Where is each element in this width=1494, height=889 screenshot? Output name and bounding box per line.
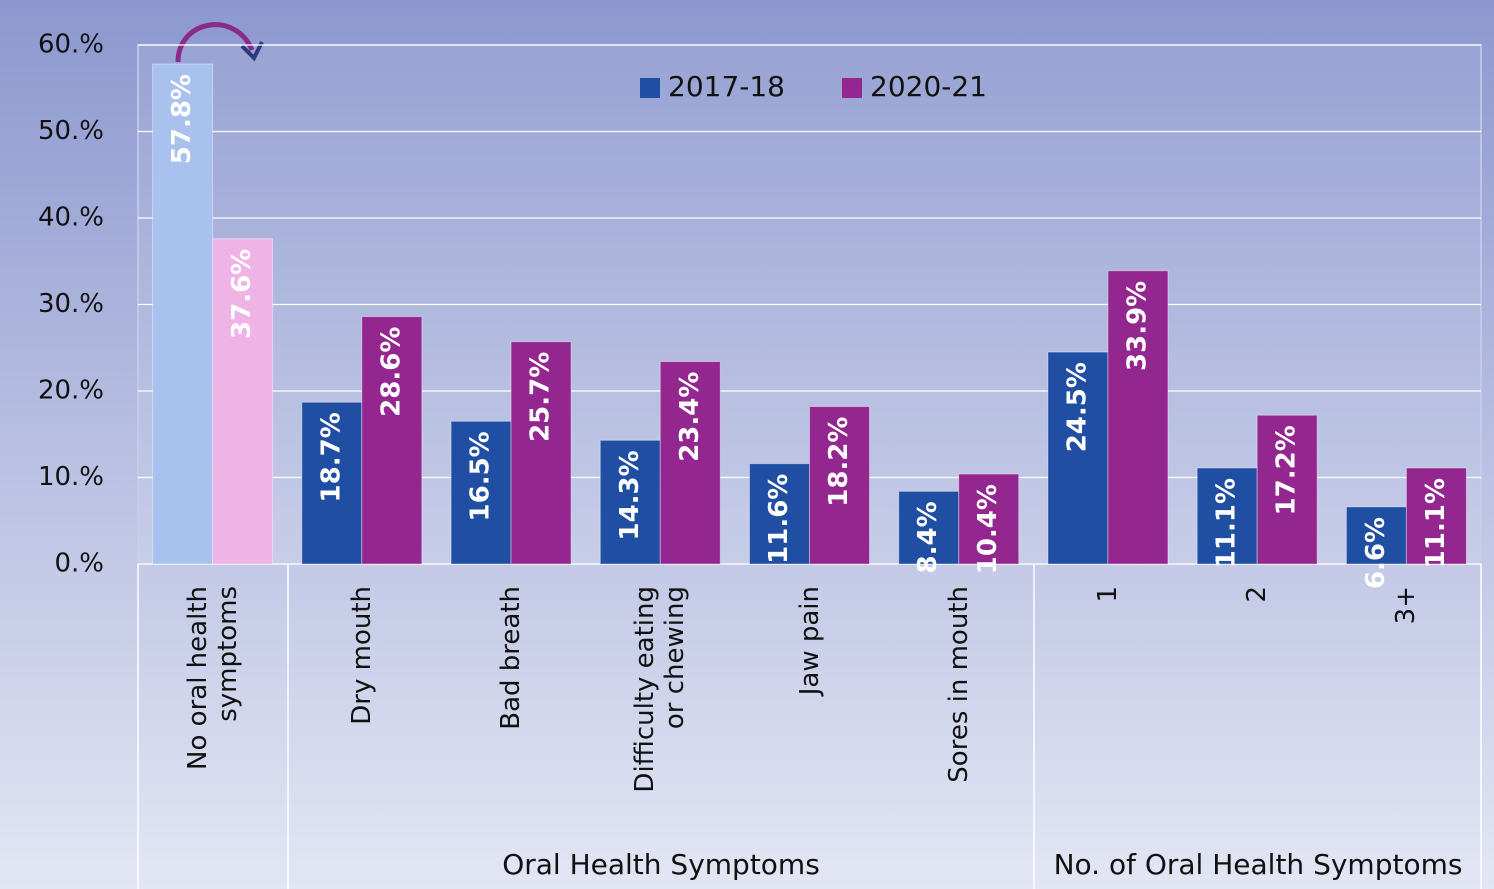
bar xyxy=(599,439,661,565)
data-label: 18.7% xyxy=(316,412,346,502)
bar xyxy=(450,420,512,565)
bar xyxy=(898,490,960,565)
bar xyxy=(958,473,1020,565)
x-tick-label: Dry mouth xyxy=(346,586,377,725)
data-label: 37.6% xyxy=(227,249,257,339)
data-label: 17.2% xyxy=(1272,425,1302,515)
data-label: 18.2% xyxy=(824,417,854,507)
arrow-head xyxy=(240,41,264,62)
bar xyxy=(301,401,363,565)
bar xyxy=(152,63,214,565)
bar xyxy=(749,463,810,565)
bar xyxy=(1405,467,1467,565)
arrow xyxy=(175,22,255,63)
group-label: Oral Health Symptoms xyxy=(502,848,820,881)
legend-label: 2017-18 xyxy=(668,70,785,103)
x-tick-label: 2 xyxy=(1242,586,1273,603)
bar xyxy=(1345,506,1407,565)
data-label: 25.7% xyxy=(526,352,556,442)
legend-swatch xyxy=(640,78,660,98)
y-tick-label: 0.% xyxy=(54,549,104,579)
legend-swatch xyxy=(842,78,862,98)
bar xyxy=(659,361,721,565)
data-label: 23.4% xyxy=(675,372,705,462)
bar xyxy=(809,406,870,565)
bar xyxy=(1196,467,1258,565)
bar xyxy=(212,238,274,565)
x-tick-label: Jaw pain xyxy=(794,586,825,696)
y-tick-label: 30.% xyxy=(38,289,104,319)
data-label: 14.3% xyxy=(615,450,645,540)
data-label: 11.1% xyxy=(1212,478,1242,568)
data-label: 28.6% xyxy=(376,327,406,417)
data-label: 8.4% xyxy=(913,501,943,573)
group-label: No. of Oral Health Symptoms xyxy=(1054,848,1463,881)
bar xyxy=(510,341,572,565)
bar xyxy=(1047,351,1109,565)
data-label: 24.5% xyxy=(1062,362,1092,452)
data-label: 6.6% xyxy=(1361,517,1391,589)
x-tick-label: Sores in mouth xyxy=(943,586,974,783)
data-label: 33.9% xyxy=(1122,281,1152,371)
data-label: 16.5% xyxy=(466,431,496,521)
legend-label: 2020-21 xyxy=(870,70,987,103)
y-tick-label: 40.% xyxy=(38,203,104,233)
bar xyxy=(1256,414,1318,565)
x-tick-label: 1 xyxy=(1092,586,1123,603)
data-label: 11.1% xyxy=(1421,478,1451,568)
x-tick-label: Bad breath xyxy=(496,586,527,730)
data-label: 11.6% xyxy=(764,474,794,564)
bar xyxy=(361,316,423,565)
y-tick-label: 20.% xyxy=(38,376,104,406)
y-tick-label: 10.% xyxy=(38,462,104,492)
data-label: 57.8% xyxy=(167,74,197,164)
bar xyxy=(1107,270,1169,565)
y-tick-label: 60.% xyxy=(38,30,104,60)
x-tick-label: No oral health symptoms xyxy=(182,586,243,770)
data-label: 10.4% xyxy=(973,484,1003,574)
x-tick-label: 3+ xyxy=(1391,586,1422,625)
x-tick-label: Difficulty eating or chewing xyxy=(630,586,691,793)
y-tick-label: 50.% xyxy=(38,116,104,146)
